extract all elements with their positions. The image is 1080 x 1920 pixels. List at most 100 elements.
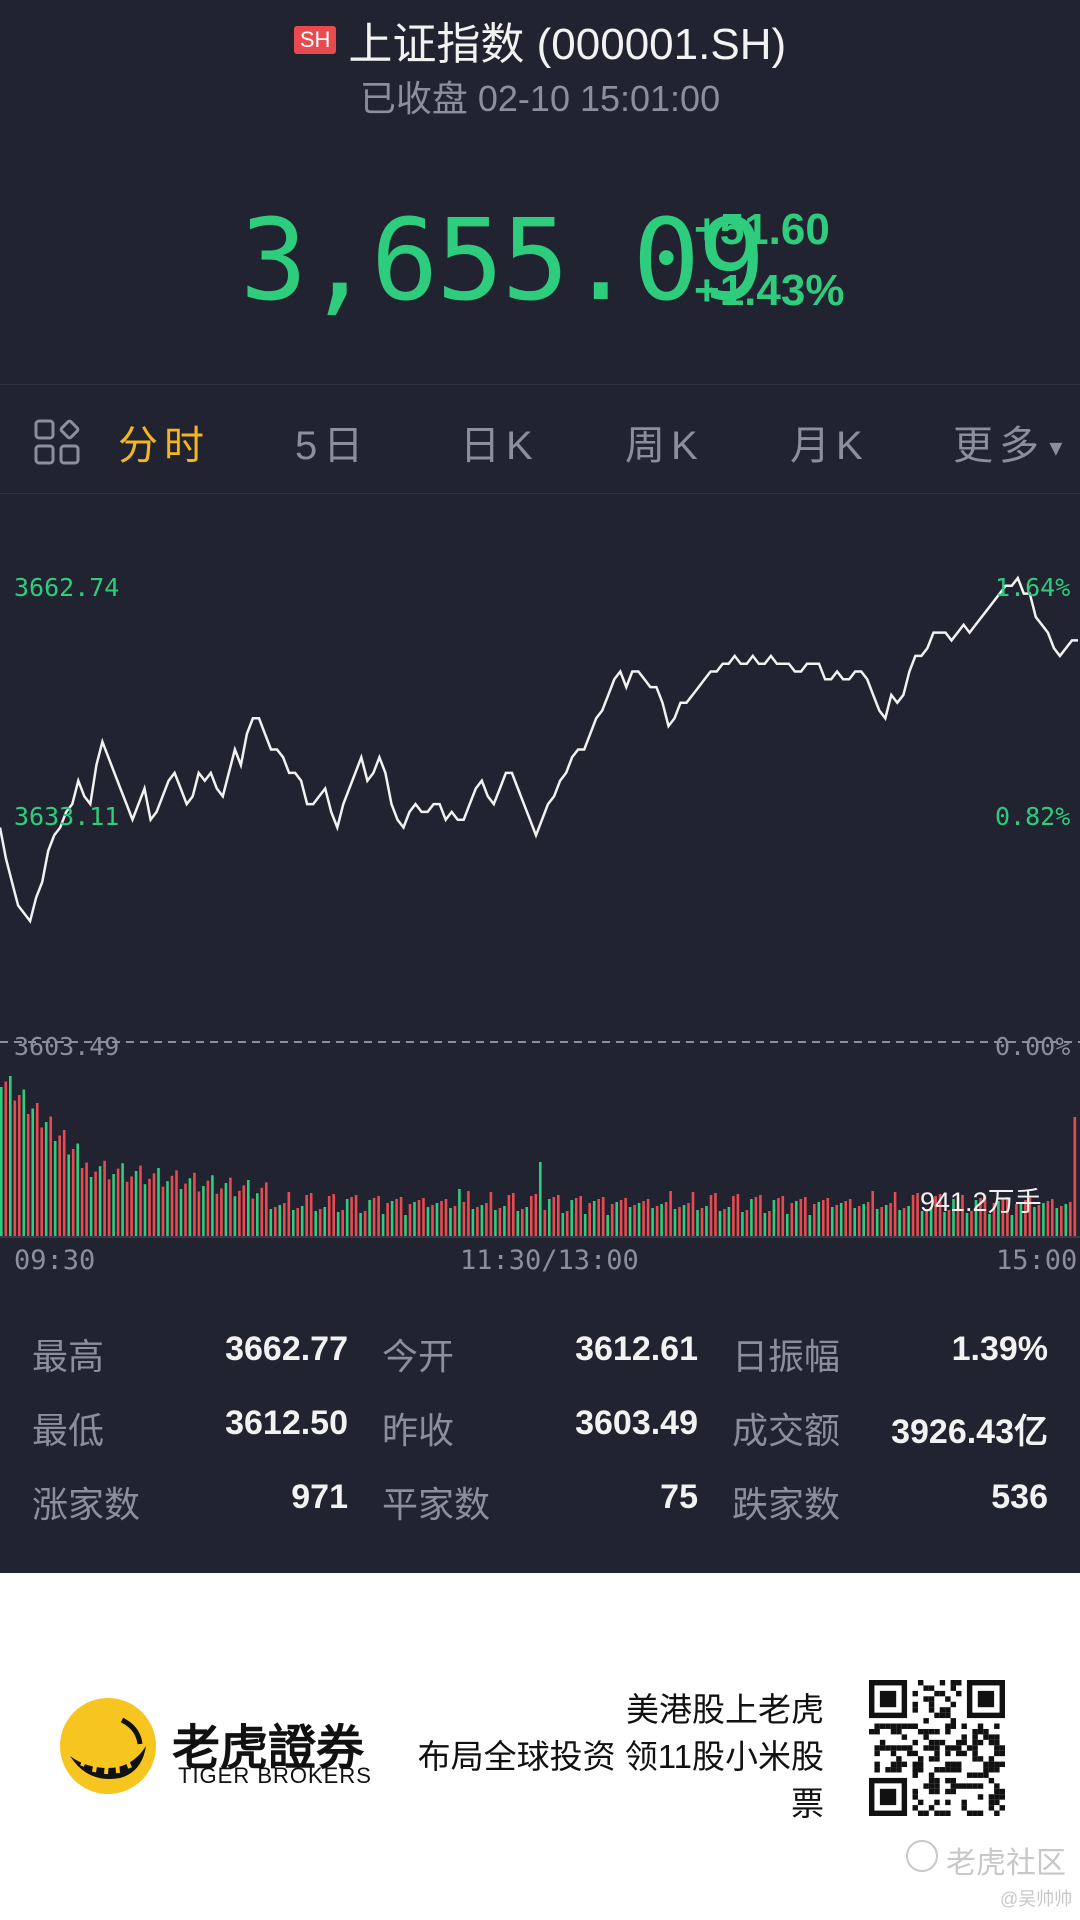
- volume-bar: [390, 1201, 394, 1237]
- volume-bar: [238, 1190, 241, 1237]
- volume-bar: [561, 1213, 565, 1237]
- volume-bar: [934, 1196, 937, 1237]
- volume-bar: [570, 1200, 573, 1237]
- price-change: +51.60: [694, 205, 830, 254]
- tab-weekly-k[interactable]: 周K: [625, 424, 704, 468]
- volume-bar: [211, 1175, 214, 1237]
- volume-bar: [85, 1162, 88, 1237]
- volume-bar: [193, 1172, 196, 1237]
- volume-bar: [548, 1199, 551, 1237]
- volume-bar: [884, 1205, 888, 1237]
- volume-bar: [799, 1199, 803, 1237]
- volume-bar: [1073, 1117, 1077, 1237]
- volume-bar: [826, 1198, 830, 1237]
- volume-bar: [44, 1122, 48, 1237]
- stat-value-open: 3612.61: [575, 1330, 698, 1368]
- volume-bar: [89, 1177, 93, 1237]
- volume-bar: [512, 1193, 515, 1237]
- volume-bar: [597, 1199, 600, 1237]
- volume-bar: [318, 1209, 322, 1237]
- watermark-text: 老虎社区: [946, 1847, 1066, 1880]
- volume-bar: [278, 1205, 282, 1237]
- title-row: SH 上证指数 (000001.SH): [0, 8, 1080, 72]
- volume-bar: [103, 1160, 106, 1237]
- volume-bar: [1064, 1204, 1068, 1237]
- volume-bar: [696, 1210, 699, 1237]
- volume-bar: [206, 1180, 210, 1237]
- volume-bar: [161, 1186, 165, 1237]
- volume-bar: [678, 1207, 681, 1237]
- volume-bar: [341, 1210, 344, 1237]
- volume-bar: [943, 1212, 946, 1237]
- tab-5day[interactable]: 5日: [295, 424, 370, 468]
- volume-bar: [988, 1214, 991, 1237]
- tab-daily-k[interactable]: 日K: [460, 424, 539, 468]
- volume-bar: [408, 1204, 412, 1237]
- volume-bar: [516, 1211, 520, 1237]
- volume-bar: [134, 1171, 138, 1237]
- stat-value-decliners: 536: [991, 1478, 1048, 1516]
- volume-bar: [112, 1174, 115, 1237]
- volume-bar: [965, 1213, 969, 1237]
- volume-bar: [197, 1191, 201, 1237]
- volume-bar: [157, 1168, 160, 1237]
- volume-bar: [381, 1214, 385, 1237]
- volume-bar: [296, 1208, 299, 1237]
- volume-bar: [642, 1201, 645, 1237]
- volume-bar: [13, 1100, 17, 1237]
- volume-bar: [179, 1189, 183, 1237]
- volume-bar: [687, 1203, 690, 1237]
- chevron-down-icon: ▼: [1045, 435, 1067, 461]
- volume-bar: [229, 1177, 232, 1237]
- stat-label-decliners: 跌家数: [732, 1484, 841, 1525]
- brand-name-cn: 老虎證券: [172, 1722, 365, 1775]
- volume-label: 941.2万手: [920, 1187, 1042, 1217]
- volume-bar: [839, 1203, 843, 1237]
- volume-bar: [386, 1203, 389, 1237]
- volume-bar: [853, 1208, 856, 1237]
- stat-label-high: 最高: [32, 1336, 105, 1377]
- watermark-user: @吴帅帅: [1000, 1889, 1073, 1909]
- tab-monthly-k[interactable]: 月K: [790, 424, 869, 468]
- y-axis-top: 3662.74: [14, 573, 120, 602]
- grid-menu-icon[interactable]: [34, 419, 80, 465]
- page-title: 上证指数 (000001.SH): [348, 20, 787, 69]
- volume-bar: [583, 1214, 587, 1237]
- volume-bar: [606, 1215, 609, 1237]
- volume-bar: [345, 1199, 349, 1237]
- volume-bar: [880, 1207, 883, 1237]
- volume-bar: [453, 1206, 457, 1237]
- volume-bar: [1010, 1215, 1014, 1237]
- volume-bar: [269, 1209, 273, 1237]
- volume-bar: [498, 1208, 502, 1237]
- volume-bar: [848, 1199, 852, 1237]
- volume-bar: [786, 1214, 789, 1237]
- volume-bar: [633, 1205, 636, 1237]
- volume-bar: [426, 1207, 430, 1237]
- time-end: 15:00: [996, 1245, 1078, 1276]
- volume-bar: [925, 1209, 928, 1237]
- volume-bar: [22, 1089, 26, 1237]
- volume-bar: [831, 1207, 834, 1237]
- last-price: 3,655.09: [240, 196, 765, 326]
- volume-bar: [875, 1209, 879, 1237]
- volume-bar: [750, 1199, 753, 1237]
- tab-more[interactable]: 更多▼: [953, 413, 1067, 471]
- volume-bar: [202, 1186, 205, 1237]
- intraday-chart[interactable]: [0, 560, 1080, 1260]
- volume-bar: [732, 1196, 735, 1237]
- volume-bar: [143, 1184, 147, 1237]
- tab-intraday[interactable]: 分时: [118, 424, 210, 468]
- volume-bar: [1042, 1203, 1045, 1237]
- volume-bar: [741, 1212, 744, 1237]
- volume-bar: [1051, 1199, 1054, 1237]
- volume-bar: [413, 1202, 416, 1237]
- time-start: 09:30: [14, 1245, 96, 1276]
- volume-bar: [9, 1076, 12, 1237]
- volume-bar: [309, 1193, 313, 1237]
- volume-bar: [449, 1208, 452, 1237]
- volume-bar: [1033, 1207, 1036, 1237]
- volume-bar: [804, 1197, 807, 1237]
- pct-axis-mid: 0.82%: [995, 802, 1071, 831]
- volume-bar: [974, 1200, 978, 1237]
